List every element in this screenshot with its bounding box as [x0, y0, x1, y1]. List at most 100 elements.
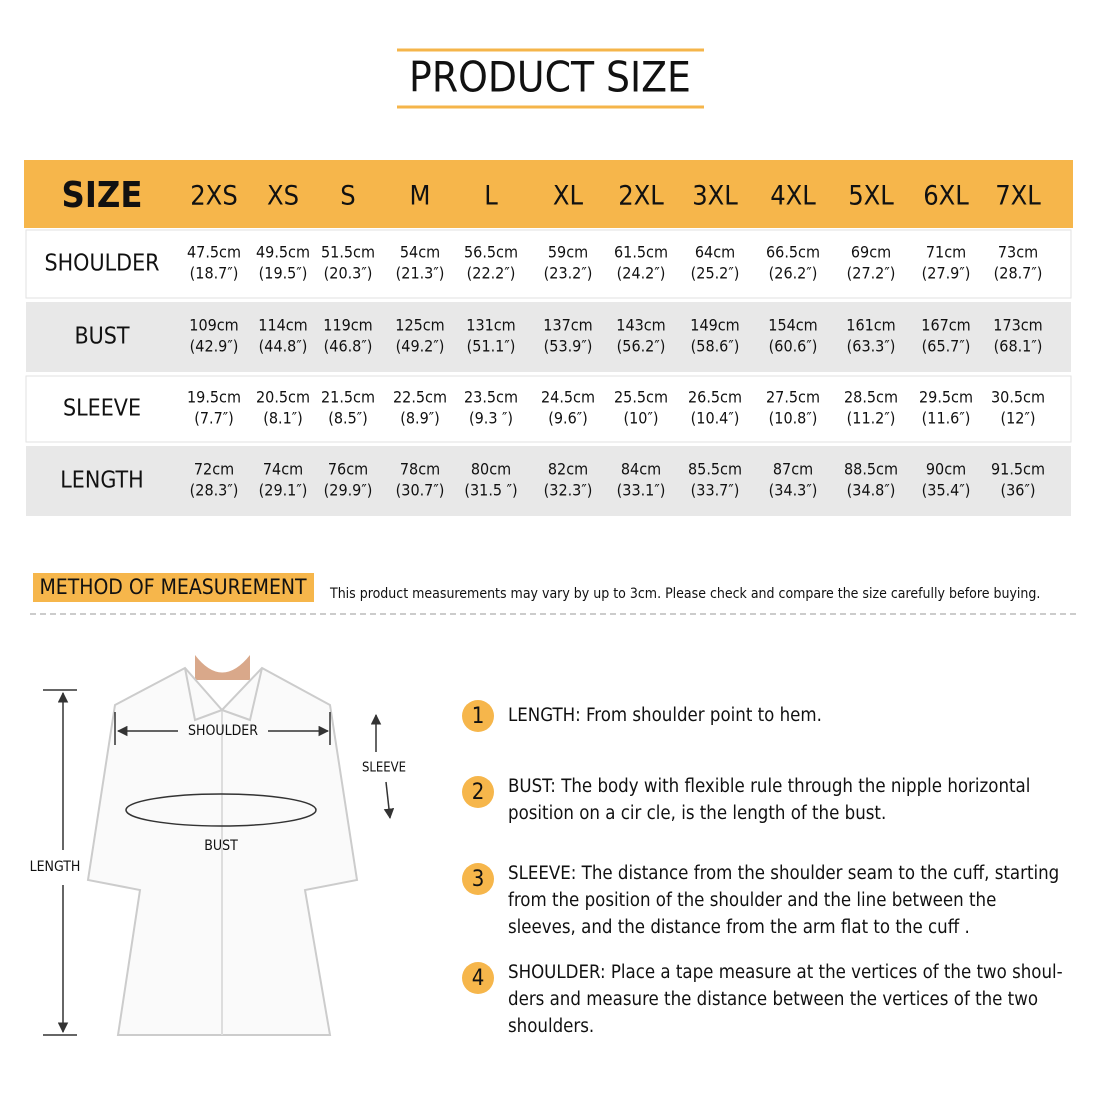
cell-cm: 59cm — [548, 243, 588, 262]
cell-cm: 73cm — [998, 243, 1038, 262]
size-header: 6XL — [923, 181, 969, 212]
step-badge — [462, 776, 494, 808]
size-header: L — [484, 181, 498, 212]
cell-inch: (51.1″) — [467, 337, 516, 356]
cell-inch: (49.2″) — [396, 337, 445, 356]
cell-cm: 22.5cm — [393, 388, 447, 407]
cell-cm: 54cm — [400, 243, 440, 262]
cell-inch: (42.9″) — [190, 337, 239, 356]
bust-label: BUST — [204, 838, 238, 854]
cell-inch: (10.8″) — [769, 409, 818, 428]
step-text: LENGTH: From shoulder point to hem. — [508, 705, 822, 726]
row-label: SHOULDER — [44, 251, 159, 277]
method-box — [33, 573, 314, 602]
cell-cm: 167cm — [921, 316, 970, 335]
step-text: ders and measure the distance between th… — [508, 989, 1038, 1010]
cell-cm: 51.5cm — [321, 243, 375, 262]
title: PRODUCT SIZE — [409, 53, 691, 102]
cell-cm: 24.5cm — [541, 388, 595, 407]
cell-inch: (12″) — [1001, 409, 1036, 428]
size-header: 2XL — [618, 181, 664, 212]
cell-inch: (24.2″) — [617, 264, 666, 283]
cell-cm: 143cm — [616, 316, 665, 335]
step-text: SHOULDER: Place a tape measure at the ve… — [508, 962, 1063, 983]
cell-inch: (56.2″) — [617, 337, 666, 356]
cell-cm: 84cm — [621, 460, 661, 479]
cell-inch: (29.1″) — [259, 481, 308, 500]
row-label: LENGTH — [60, 468, 144, 494]
cell-inch: (53.9″) — [544, 337, 593, 356]
cell-inch: (8.1″) — [263, 409, 303, 428]
cell-cm: 61.5cm — [614, 243, 668, 262]
cell-inch: (28.7″) — [994, 264, 1043, 283]
cell-cm: 88.5cm — [844, 460, 898, 479]
cell-cm: 64cm — [695, 243, 735, 262]
cell-cm: 20.5cm — [256, 388, 310, 407]
measure-lines — [43, 689, 395, 1036]
shoulder-label: SHOULDER — [188, 723, 258, 739]
size-header: 7XL — [995, 181, 1041, 212]
cell-inch: (25.2″) — [691, 264, 740, 283]
cell-inch: (31.5 ″) — [464, 481, 517, 500]
cell-cm: 131cm — [466, 316, 515, 335]
size-header: S — [340, 181, 355, 212]
size-header: 4XL — [770, 181, 816, 212]
step-badge — [462, 962, 494, 994]
cell-inch: (18.7″) — [190, 264, 239, 283]
cell-inch: (65.7″) — [922, 337, 971, 356]
cell-inch: (29.9″) — [324, 481, 373, 500]
cell-inch: (9.3 ″) — [469, 409, 513, 428]
cell-cm: 82cm — [548, 460, 588, 479]
cell-inch: (27.2″) — [847, 264, 896, 283]
cell-inch: (68.1″) — [994, 337, 1043, 356]
step-number: 1 — [472, 704, 485, 729]
method-title: METHOD OF MEASUREMENT — [39, 575, 307, 599]
cell-cm: 71cm — [926, 243, 966, 262]
step-number: 3 — [472, 867, 485, 892]
cell-inch: (9.6″) — [548, 409, 588, 428]
cell-cm: 90cm — [926, 460, 966, 479]
step-text: from the position of the shoulder and th… — [508, 890, 996, 911]
step-text: BUST: The body with flexible rule throug… — [508, 776, 1030, 797]
cell-inch: (10.4″) — [691, 409, 740, 428]
table-row — [25, 375, 1072, 443]
size-header: 3XL — [692, 181, 738, 212]
size-label: SIZE — [62, 175, 143, 216]
cell-cm: 161cm — [846, 316, 895, 335]
cell-inch: (60.6″) — [769, 337, 818, 356]
table-row — [25, 229, 1072, 299]
cell-inch: (27.9″) — [922, 264, 971, 283]
cell-inch: (26.2″) — [769, 264, 818, 283]
cell-inch: (30.7″) — [396, 481, 445, 500]
length-label: LENGTH — [30, 859, 81, 875]
step-badge — [462, 863, 494, 895]
row-label: BUST — [74, 324, 129, 350]
cell-cm: 28.5cm — [844, 388, 898, 407]
row-label: SLEEVE — [63, 396, 141, 422]
cell-cm: 109cm — [189, 316, 238, 335]
table-header — [24, 160, 1073, 228]
cell-cm: 137cm — [543, 316, 592, 335]
cell-inch: (10″) — [624, 409, 659, 428]
cell-cm: 69cm — [851, 243, 891, 262]
method-note: This product measurements may vary by up… — [329, 586, 1040, 602]
cell-cm: 76cm — [328, 460, 368, 479]
cell-inch: (7.7″) — [194, 409, 234, 428]
cell-cm: 27.5cm — [766, 388, 820, 407]
cell-cm: 23.5cm — [464, 388, 518, 407]
cell-inch: (33.1″) — [617, 481, 666, 500]
cell-inch: (36″) — [1001, 481, 1036, 500]
cell-inch: (11.6″) — [922, 409, 971, 428]
cell-inch: (63.3″) — [847, 337, 896, 356]
cell-cm: 85.5cm — [688, 460, 742, 479]
cell-inch: (33.7″) — [691, 481, 740, 500]
cell-cm: 72cm — [194, 460, 234, 479]
cell-cm: 114cm — [258, 316, 307, 335]
cell-cm: 29.5cm — [919, 388, 973, 407]
cell-cm: 19.5cm — [187, 388, 241, 407]
cell-cm: 30.5cm — [991, 388, 1045, 407]
cell-inch: (19.5″) — [259, 264, 308, 283]
cell-inch: (23.2″) — [544, 264, 593, 283]
cell-cm: 149cm — [690, 316, 739, 335]
cell-cm: 154cm — [768, 316, 817, 335]
